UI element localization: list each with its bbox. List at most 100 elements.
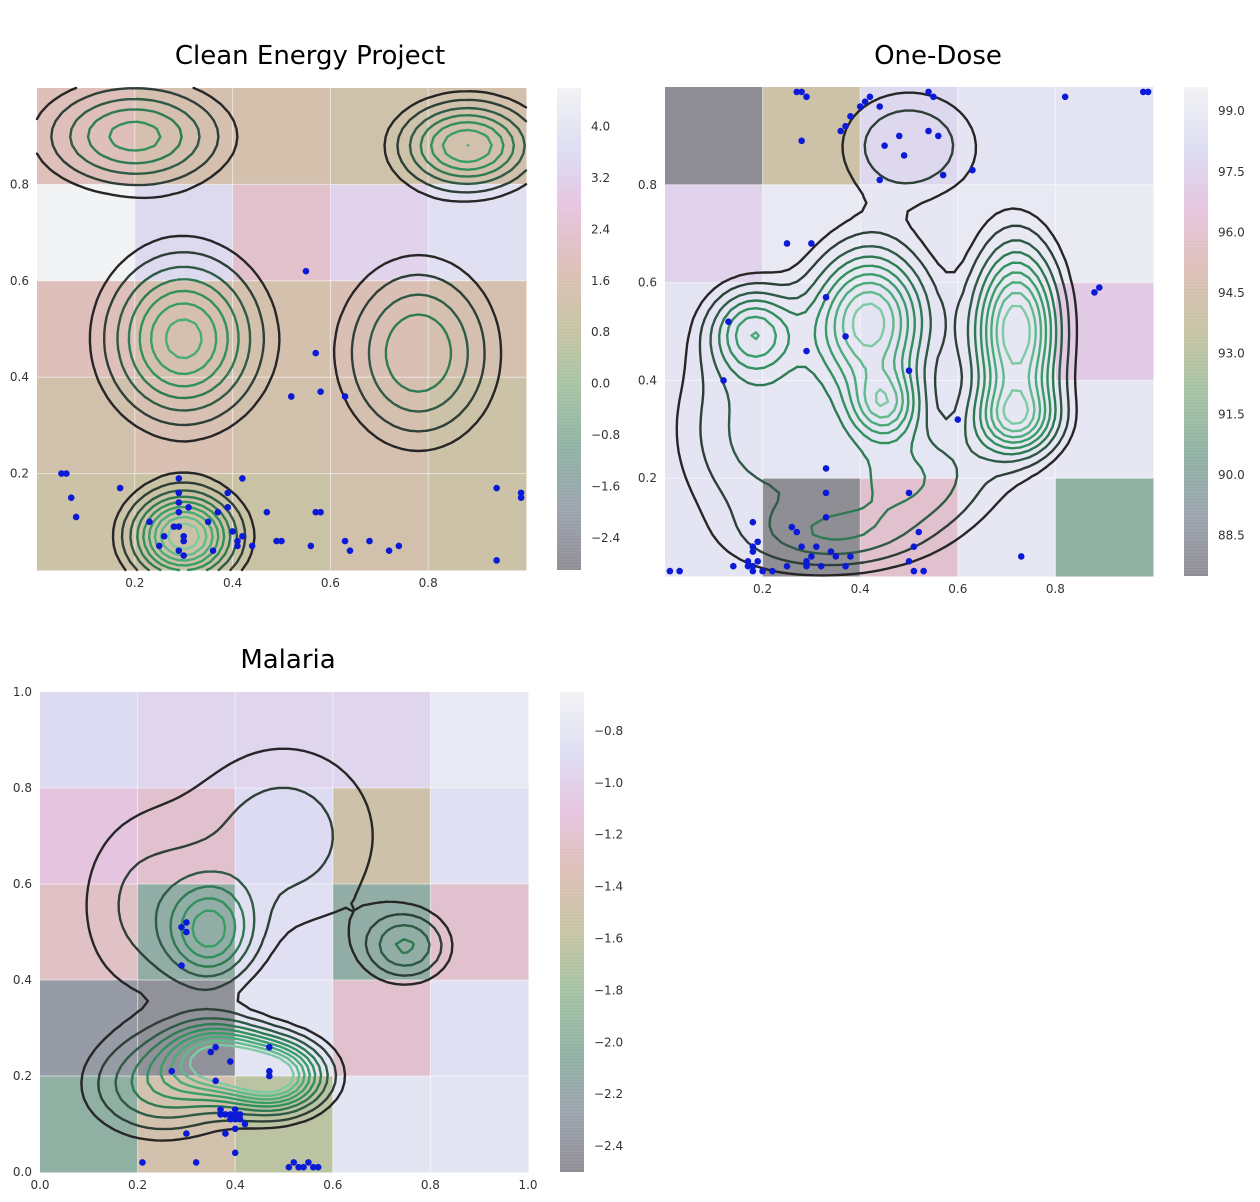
data-point [285,1163,293,1171]
heatmap-cell [332,884,431,981]
data-point [314,1163,322,1171]
heatmap-cell [665,87,764,186]
heatmap-cell [232,377,331,475]
colorbar-gradient [1184,87,1208,576]
y-tick-label: 1.0 [13,685,32,699]
colorbar-tick-label: −2.4 [594,1139,623,1153]
data-point [803,93,810,101]
density-contour [159,909,311,1105]
colorbar-tick-label: 3.2 [591,171,610,185]
heatmap-cell [1055,380,1154,479]
panel-malaria: Malaria 0.0 0.2 0.4 0.6 0.8 1.00.00.20.40.60.… [13,645,623,1192]
heatmap-cell [430,692,529,789]
density-contour [35,86,528,572]
data-point [905,367,913,374]
y-tick-label: 0.6 [10,274,29,288]
data-point [385,547,393,555]
heatmap-cell [762,87,861,186]
data-point [895,132,903,140]
colorbar-tick-label: −1.0 [594,776,623,790]
plot-area: 0.2 0.4 0.6 0.8 0.2 0.4 0.6 0.8 [10,86,528,590]
density-contour [698,109,1071,567]
data-point [798,137,805,145]
colorbar-tick-label: −1.6 [594,931,623,945]
density-contour [50,87,528,572]
colorbar-tick-label: 1.6 [591,274,610,288]
data-point [312,349,320,357]
data-point [969,166,976,174]
data-point [900,152,908,159]
x-tick-label: 0.4 [223,576,242,590]
heatmap-cell [330,184,429,282]
colorbar-tick-label: −1.4 [594,880,623,894]
heatmap-cell [860,380,959,479]
data-point [876,176,884,184]
data-point [749,518,757,526]
x-tick-label: 0.2 [125,576,144,590]
data-point [175,489,183,497]
colorbar-gradient [557,88,581,570]
y-tick-label: 0.2 [13,1069,32,1083]
heatmap-cell [430,1076,529,1173]
x-tick-label: 0.6 [323,1178,342,1192]
colorbar-tick-label: 4.0 [591,120,610,134]
heatmap-cell [134,280,234,378]
heatmap-cell [330,473,429,571]
colorbar-tick-label: 0.8 [591,325,610,339]
heatmap-cell [137,788,236,885]
data-point [317,508,324,516]
data-point [842,333,849,340]
data-point [798,88,805,96]
x-tick-label: 0.8 [421,1178,440,1192]
data-point [517,489,525,497]
data-point [231,1111,239,1118]
data-point [204,518,212,526]
data-point [212,1077,219,1085]
data-point [744,562,752,570]
heatmap-cell [37,377,136,475]
data-point [266,1043,273,1051]
colorbar: −2.4 −2.2 −2.0 −1.8 −1.6 −1.4 −1.2 −1.0 −0.8 [560,691,623,1172]
data-point [175,499,183,506]
data-point [812,543,820,550]
heatmap-cell [330,377,429,475]
data-point [954,416,962,423]
data-point [803,558,810,565]
data-point [312,508,320,516]
data-point [517,494,525,502]
data-point [178,962,185,969]
colorbar-tick-label: 96.0 [1218,225,1245,239]
y-tick-label: 0.4 [10,370,29,384]
colorbar-tick-label: −0.8 [594,724,623,738]
colorbar-tick-label: 2.4 [591,222,610,236]
density-contour [97,786,443,1131]
data-point [730,562,737,570]
panel-one-dose: One-Dose 0.2 0.4 0.6 0.8 0.2 0.4 0.6 0.8 88.5 90… [638,41,1245,596]
heatmap-cell [332,692,431,789]
data-point [241,1120,249,1128]
data-point [175,475,183,482]
colorbar: 88.5 90.0 91.5 93.0 94.5 96.0 97.5 99.0 [1184,86,1245,576]
data-point [300,1163,307,1171]
data-point [803,562,810,570]
x-tick-label: 0.8 [1046,582,1065,596]
data-point [842,562,849,570]
density-contour [841,290,1037,433]
colorbar-tick-label: −1.6 [591,479,620,493]
data-point [905,558,913,565]
density-contour [69,97,526,572]
data-point [155,542,163,550]
y-tick-label: 0.8 [638,178,657,192]
y-tick-label: 0.2 [10,467,29,481]
data-point [1096,284,1103,291]
data-point [808,240,815,247]
data-point [910,567,918,575]
data-point [1144,88,1152,96]
data-point [180,532,187,540]
x-tick-label: 0.2 [128,1178,147,1192]
heatmap-cell [137,692,236,789]
heatmap-cell [232,473,331,571]
colorbar-tick-label: 94.5 [1218,286,1245,300]
data-point [822,489,830,497]
colorbar-tick-label: 91.5 [1218,407,1245,421]
